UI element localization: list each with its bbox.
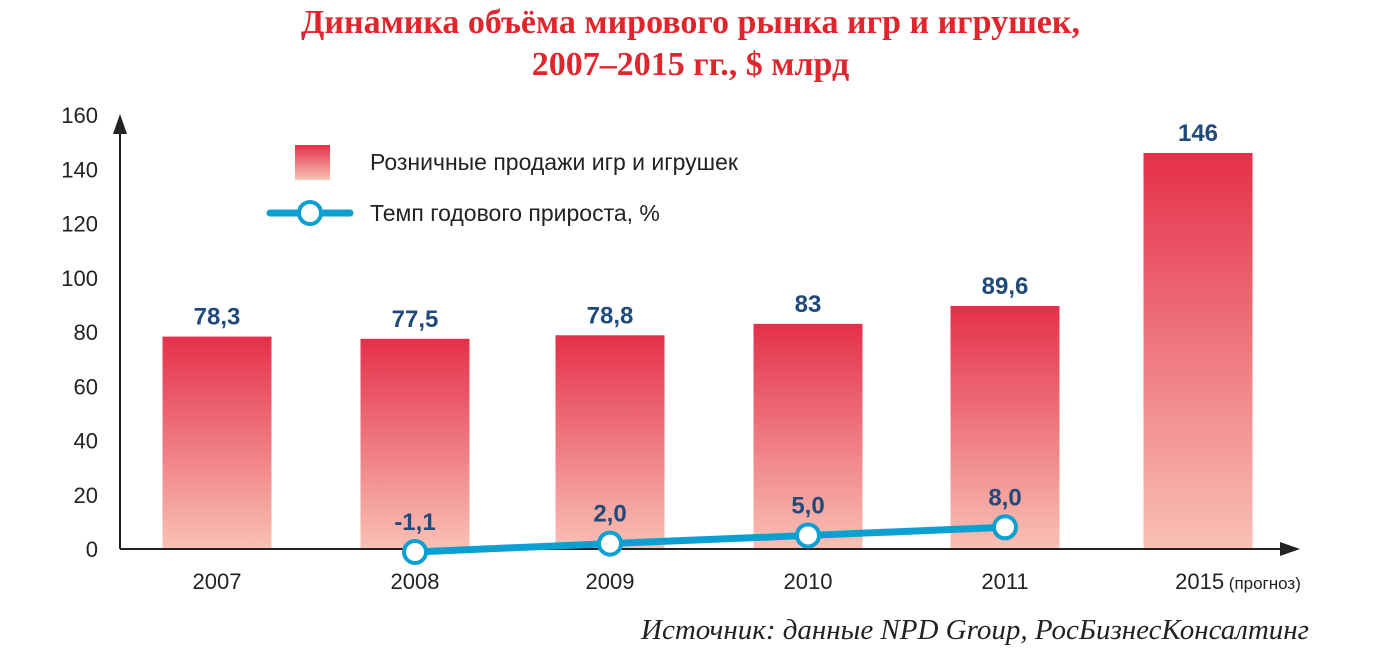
bar-label-2015: 146 bbox=[1178, 120, 1218, 147]
growth-label-2010: 5,0 bbox=[791, 492, 824, 519]
y-axis-arrow bbox=[113, 114, 127, 134]
growth-point-2008 bbox=[402, 538, 428, 565]
legend-bar-swatch bbox=[295, 145, 330, 180]
legend-bar-label: Розничные продажи игр и игрушек bbox=[370, 149, 739, 175]
bar-2011 bbox=[950, 305, 1060, 549]
growth-label-2008: -1,1 bbox=[394, 509, 435, 536]
growth-point-2010 bbox=[795, 522, 821, 549]
y-tick-100: 100 bbox=[61, 266, 98, 291]
y-tick-20: 20 bbox=[74, 483, 98, 508]
title-line-1: Динамика объёма мирового рынка игр и игр… bbox=[301, 4, 1080, 41]
x-tick-note: (прогноз) bbox=[1224, 574, 1301, 593]
legend-line-marker bbox=[297, 200, 323, 226]
bar-2010 bbox=[753, 323, 863, 549]
y-tick-80: 80 bbox=[74, 320, 98, 345]
x-axis-arrow bbox=[1280, 542, 1300, 556]
bar-label-2010: 83 bbox=[795, 291, 822, 318]
y-tick-120: 120 bbox=[61, 212, 98, 237]
x-tick-2010: 2010 bbox=[784, 569, 833, 594]
y-tick-140: 140 bbox=[61, 157, 98, 182]
bar-2015 bbox=[1143, 152, 1253, 549]
source-note: Источник: данные NPD Group, РосБизнесКон… bbox=[641, 614, 1309, 646]
x-tick-2008: 2008 bbox=[391, 569, 440, 594]
growth-line bbox=[414, 523, 1006, 556]
y-tick-0: 0 bbox=[86, 537, 98, 562]
legend-line-label: Темп годового прироста, % bbox=[370, 200, 660, 226]
growth-point-2009 bbox=[597, 530, 623, 557]
bar-label-2011: 89,6 bbox=[982, 273, 1029, 300]
bar-label-2007: 78,3 bbox=[194, 304, 241, 331]
growth-label-2011: 8,0 bbox=[988, 484, 1021, 511]
y-tick-160: 160 bbox=[61, 103, 98, 128]
y-tick-40: 40 bbox=[74, 429, 98, 454]
title-line-2: 2007–2015 гг., $ млрд bbox=[531, 46, 850, 83]
growth-label-2009: 2,0 bbox=[593, 501, 626, 528]
bar-label-2009: 78,8 bbox=[587, 302, 634, 329]
chart-title: Динамика объёма мирового рынка игр и игр… bbox=[0, 2, 1381, 86]
x-tick-2009: 2009 bbox=[586, 569, 635, 594]
x-tick-2015: 2015 (прогноз) bbox=[1175, 569, 1301, 594]
bar-2009 bbox=[555, 335, 665, 549]
x-tick-2011: 2011 bbox=[981, 569, 1028, 594]
bar-2007 bbox=[162, 336, 272, 549]
growth-point-2011 bbox=[992, 514, 1018, 541]
y-tick-60: 60 bbox=[74, 374, 98, 399]
bar-label-2008: 77,5 bbox=[392, 306, 439, 333]
bar-2008 bbox=[360, 338, 470, 549]
x-tick-2007: 2007 bbox=[193, 569, 242, 594]
